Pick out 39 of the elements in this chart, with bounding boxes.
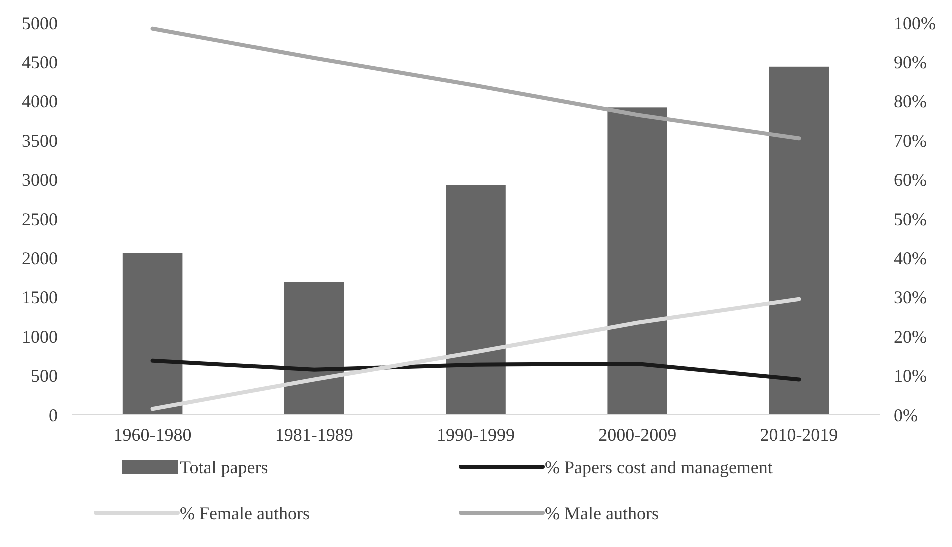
line-series xyxy=(150,358,802,382)
bar xyxy=(608,108,668,415)
y2-tick-label: 70% xyxy=(894,130,927,151)
y-tick-label: 2500 xyxy=(22,209,58,230)
y-tick-label: 0 xyxy=(49,405,58,426)
line-series xyxy=(150,26,802,141)
y2-tick-label: 100% xyxy=(894,13,936,34)
bar xyxy=(769,66,830,415)
bar xyxy=(122,253,183,415)
x-tick-label: 1981-1989 xyxy=(275,425,354,445)
legend-label: % Male authors xyxy=(545,503,659,524)
y2-tick-label: 80% xyxy=(894,92,927,112)
legend-label: % Papers cost and management xyxy=(545,457,773,478)
bar xyxy=(284,282,344,415)
legend-label: % Female authors xyxy=(180,503,310,524)
x-tick-label: 2010-2019 xyxy=(760,425,838,445)
x-tick-label: 1990-1999 xyxy=(437,425,515,445)
y-tick-label: 3000 xyxy=(22,170,58,190)
y2-tick-label: 90% xyxy=(894,52,927,72)
bar xyxy=(446,185,506,415)
line-series xyxy=(150,297,802,412)
y-tick-label: 3500 xyxy=(22,130,58,151)
y-tick-label: 500 xyxy=(31,366,58,386)
y2-tick-label: 0% xyxy=(894,405,918,426)
x-tick-label: 1960-1980 xyxy=(114,425,192,445)
y-tick-label: 2000 xyxy=(22,248,58,268)
y2-tick-label: 20% xyxy=(894,326,927,347)
y-tick-label: 4500 xyxy=(22,52,58,72)
y-tick-label: 5000 xyxy=(22,13,58,34)
y-tick-label: 1500 xyxy=(22,288,58,308)
y-tick-label: 4000 xyxy=(22,92,58,112)
x-tick-label: 2000-2009 xyxy=(598,425,677,445)
y2-tick-label: 50% xyxy=(894,209,927,230)
y2-tick-label: 60% xyxy=(894,170,927,190)
y-tick-label: 1000 xyxy=(22,326,58,347)
y2-tick-label: 30% xyxy=(894,288,927,308)
y2-tick-label: 10% xyxy=(894,366,927,386)
legend-label: Total papers xyxy=(180,457,268,478)
y2-tick-label: 40% xyxy=(894,248,927,268)
